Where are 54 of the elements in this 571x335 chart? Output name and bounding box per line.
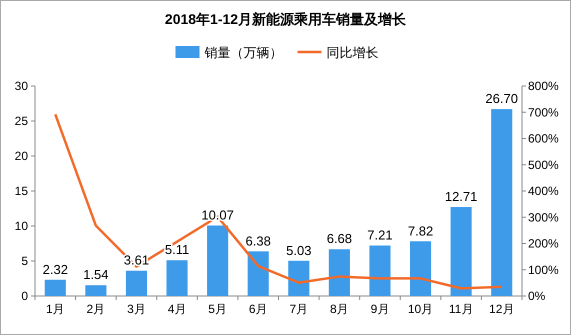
y2-tick-label: 500% (528, 158, 560, 172)
x-tick-label: 9月 (370, 302, 390, 316)
x-tick-label: 10月 (408, 302, 434, 316)
bar (369, 246, 391, 296)
y-tick-label: 25 (14, 114, 28, 128)
data-label: 7.21 (367, 228, 393, 243)
data-label: 5.03 (286, 242, 312, 258)
y-tick-label: 5 (21, 254, 28, 268)
bar (491, 109, 512, 296)
bar (126, 270, 148, 296)
bar (328, 249, 350, 296)
chart-title: 2018年1-12月新能源乘用车销量及增长 (164, 11, 408, 27)
data-label: 7.82 (408, 223, 434, 238)
x-tick-label: 1月 (46, 302, 65, 316)
bar (450, 207, 472, 296)
x-tick-label: 6月 (248, 302, 268, 316)
y2-tick-label: 700% (528, 105, 560, 120)
x-tick-label: 4月 (168, 302, 186, 316)
bar (85, 285, 106, 296)
data-label: 6.68 (326, 231, 352, 246)
x-tick-label: 11月 (448, 302, 474, 316)
bar (44, 280, 66, 296)
legend-label: 销量（万辆） (204, 45, 282, 60)
y2-tick-label: 600% (528, 132, 560, 146)
data-label: 10.07 (201, 208, 234, 223)
x-tick-label: 2月 (86, 302, 106, 316)
y2-tick-label: 400% (528, 184, 560, 198)
data-label: 2.32 (42, 262, 68, 277)
x-tick-label: 12月 (489, 302, 514, 316)
y-tick-label: 30 (14, 79, 28, 93)
data-label: 1.54 (83, 267, 109, 282)
y2-tick-label: 800% (528, 79, 560, 93)
y-tick-label: 0 (21, 289, 28, 303)
legend-label: 同比增长 (326, 45, 378, 60)
bar (288, 260, 310, 296)
y-tick-label: 10 (14, 219, 28, 233)
y2-tick-label: 0% (528, 289, 546, 303)
data-label: 12.71 (444, 189, 478, 204)
x-tick-label: 3月 (127, 302, 146, 316)
x-tick-label: 5月 (208, 302, 227, 316)
data-label: 6.38 (246, 233, 271, 248)
y2-tick-label: 100% (528, 262, 560, 277)
data-label: 26.70 (485, 91, 518, 106)
x-tick-label: 7月 (289, 302, 308, 316)
bar (248, 251, 269, 296)
y-tick-label: 15 (14, 184, 28, 198)
y2-tick-label: 300% (528, 210, 560, 224)
y2-tick-label: 200% (528, 236, 560, 250)
y-tick-label: 20 (14, 149, 28, 163)
bar (410, 241, 432, 296)
bar (207, 226, 228, 296)
data-label: 5.11 (164, 242, 190, 258)
bar (166, 260, 188, 296)
x-tick-label: 8月 (330, 302, 349, 316)
